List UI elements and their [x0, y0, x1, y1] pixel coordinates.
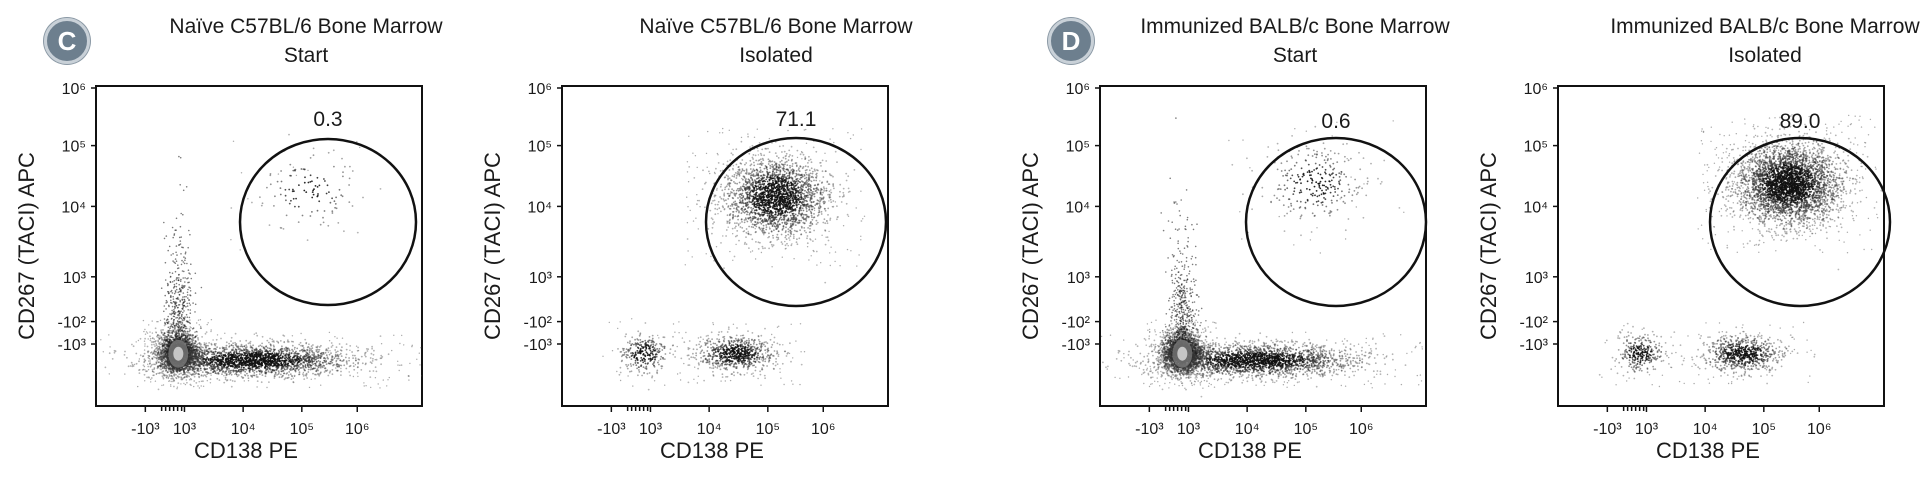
event-dots: [96, 133, 422, 391]
x-tick-label: 10⁶: [1349, 421, 1373, 438]
x-tick-label: 10⁴: [1693, 421, 1718, 438]
y-tick-label: 10⁵: [1524, 139, 1548, 156]
x-tick-label: 10⁴: [697, 421, 722, 438]
y-tick-label: 10³: [1067, 270, 1091, 287]
section-c-badge: C: [44, 18, 90, 64]
y-tick-label: -10²: [1520, 315, 1549, 332]
y-tick-label: -10²: [1062, 315, 1091, 332]
x-tick-label: 10³: [1635, 421, 1659, 438]
x-tick-label: 10⁵: [290, 421, 314, 438]
event-dots: [1598, 114, 1883, 388]
y-tick-label: 10⁶: [62, 81, 86, 98]
x-axis-label: CD138 PE: [194, 438, 298, 463]
y-axis-label: CD267 (TACI) APC: [1018, 152, 1043, 340]
y-tick-label: 10³: [529, 270, 553, 287]
y-tick-label: 10³: [1525, 270, 1549, 287]
panel-2-title-line: Naïve C57BL/6 Bone Marrow: [639, 15, 913, 38]
gate-percent-label: 89.0: [1780, 110, 1821, 133]
x-tick-label: -10³: [131, 421, 160, 438]
x-tick-label: -10³: [597, 421, 626, 438]
scatter-panel-2: 71.1 -10³ 10³ 10⁴ 10⁵ 10⁶ 10⁶ 10⁵ 10⁴ 10³ -10² -10³…: [480, 81, 889, 463]
y-tick-label: -10³: [58, 337, 87, 354]
panel-3-title: Immunized BALB/c Bone Marrow Start: [1095, 12, 1495, 70]
y-tick-label: -10²: [524, 315, 553, 332]
y-tick-label: -10³: [524, 337, 553, 354]
x-tick-label: 10⁶: [345, 421, 369, 438]
gate-ellipse: [704, 136, 888, 308]
x-axis-label: CD138 PE: [660, 438, 764, 463]
y-axis-label: CD267 (TACI) APC: [1476, 152, 1501, 340]
x-tick-label: 10³: [173, 421, 197, 438]
y-axis-label: CD267 (TACI) APC: [14, 152, 39, 340]
panel-2-subtitle-line: Isolated: [739, 44, 813, 67]
panel-4-subtitle-line: Isolated: [1728, 44, 1802, 67]
scatter-panel-4: 89.0 -10³ 10³ 10⁴ 10⁵ 10⁶ 10⁶ 10⁵ 10⁴ 10³ -10² -10³…: [1476, 81, 1892, 463]
y-tick-label: -10³: [1062, 337, 1091, 354]
y-tick-label: 10³: [63, 270, 87, 287]
x-tick-label: 10⁴: [1235, 421, 1260, 438]
gate-percent-label: 71.1: [776, 108, 817, 131]
y-axis-label: CD267 (TACI) APC: [480, 152, 505, 340]
scatter-panel-3: 0.6 -10³ 10³ 10⁴ 10⁵ 10⁶ 10⁶ 10⁵ 10⁴ 10³ -10² -10³ C…: [1018, 81, 1428, 463]
y-tick-label: 10⁴: [1065, 199, 1090, 216]
y-tick-label: -10³: [1520, 337, 1549, 354]
y-tick-label: 10⁴: [1523, 199, 1548, 216]
y-tick-label: 10⁶: [1066, 81, 1090, 98]
panel-1-subtitle-line: Start: [283, 44, 329, 67]
x-tick-label: 10⁵: [756, 421, 780, 438]
x-tick-label: 10⁶: [1807, 421, 1831, 438]
y-tick-label: 10⁴: [527, 199, 552, 216]
panel-1-title-line: Naïve C57BL/6 Bone Marrow: [169, 15, 443, 38]
y-tick-label: -10²: [58, 315, 87, 332]
panel-2-title: Naïve C57BL/6 Bone Marrow Isolated: [576, 12, 976, 70]
section-c-letter: C: [57, 25, 77, 56]
y-tick-label: 10⁶: [528, 81, 552, 98]
x-axis-label: CD138 PE: [1198, 438, 1302, 463]
x-tick-label: 10⁶: [811, 421, 835, 438]
panel-4-title-line: Immunized BALB/c Bone Marrow: [1610, 15, 1920, 38]
x-tick-label: -10³: [1593, 421, 1622, 438]
x-tick-label: 10⁵: [1294, 421, 1318, 438]
panel-3-title-line: Immunized BALB/c Bone Marrow: [1140, 15, 1450, 38]
plot-frame: [1557, 85, 1885, 407]
y-tick-label: 10⁵: [528, 139, 552, 156]
gate-percent-label: 0.3: [313, 108, 342, 131]
x-tick-label: 10⁴: [231, 421, 256, 438]
gate-ellipse: [238, 137, 418, 307]
y-tick-label: 10⁶: [1524, 81, 1548, 98]
panel-4-title: Immunized BALB/c Bone Marrow Isolated: [1565, 12, 1920, 70]
y-tick-label: 10⁵: [62, 139, 86, 156]
x-tick-label: 10³: [639, 421, 663, 438]
y-tick-label: 10⁴: [61, 199, 86, 216]
x-axis-label: CD138 PE: [1656, 438, 1760, 463]
y-tick-label: 10⁵: [1066, 139, 1090, 156]
x-tick-label: 10⁵: [1752, 421, 1776, 438]
gate-percent-label: 0.6: [1321, 110, 1350, 133]
scatter-panel-1: 0.3 -10³ 10³ 10⁴ 10⁵ 10⁶ 10⁶ 10⁵ 10⁴ 10³ -10² -10³ C…: [14, 81, 423, 463]
gate-ellipse: [1708, 136, 1892, 308]
section-d-letter: D: [1061, 25, 1081, 56]
section-d-badge: D: [1048, 18, 1094, 64]
x-tick-label: 10³: [1177, 421, 1201, 438]
panel-3-subtitle-line: Start: [1272, 44, 1318, 67]
panel-1-title: Naïve C57BL/6 Bone Marrow Start: [106, 12, 506, 70]
gate-ellipse: [1244, 136, 1428, 308]
x-tick-label: -10³: [1135, 421, 1164, 438]
event-dots: [1100, 117, 1424, 398]
event-dots: [602, 127, 867, 391]
